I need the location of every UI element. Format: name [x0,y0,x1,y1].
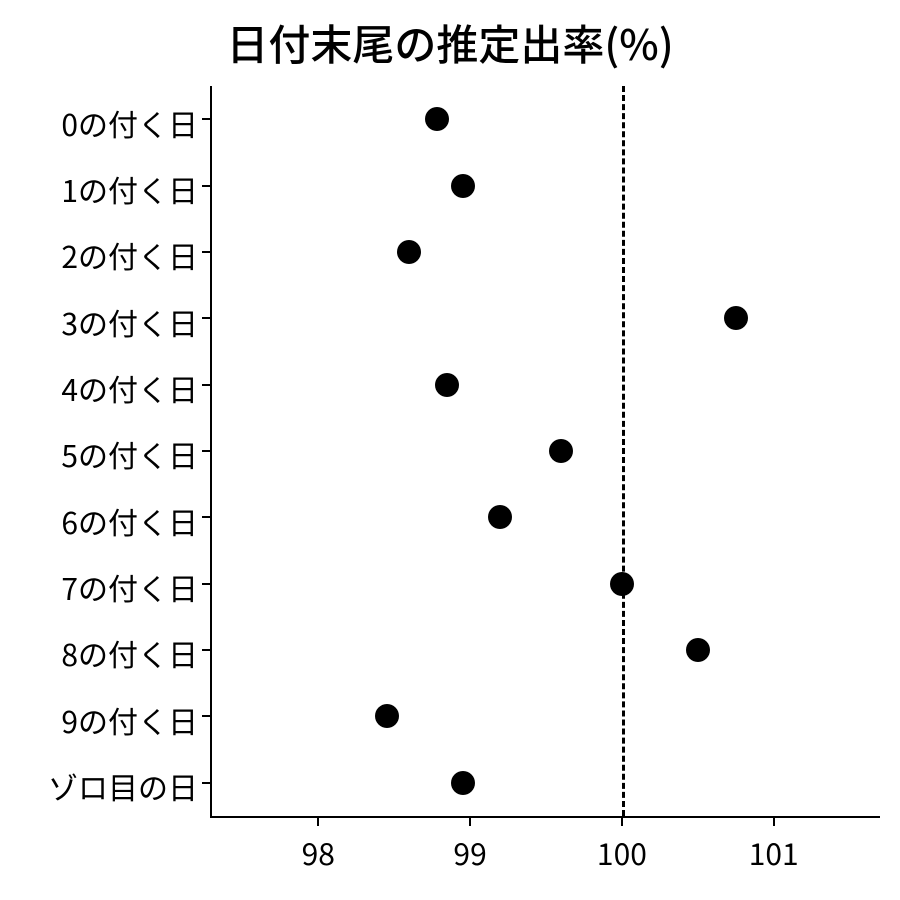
y-tick-label: 6の付く日 [61,499,198,543]
y-tick-label: 8の付く日 [61,631,198,675]
y-tick-mark [202,185,210,187]
x-tick-label: 98 [302,830,335,874]
y-tick-mark [202,649,210,651]
data-marker [397,240,421,264]
x-tick-mark [317,818,319,826]
data-marker [435,373,459,397]
x-tick-label: 99 [453,830,486,874]
chart-title: 日付末尾の推定出率(%) [0,12,900,73]
data-marker [724,306,748,330]
y-tick-label: ゾロ目の日 [48,764,198,808]
data-marker [451,771,475,795]
y-axis-line [210,86,212,816]
reference-line [622,86,625,816]
data-marker [549,439,573,463]
y-tick-mark [202,715,210,717]
x-tick-mark [469,818,471,826]
y-tick-mark [202,251,210,253]
y-tick-mark [202,583,210,585]
y-tick-mark [202,450,210,452]
data-marker [451,174,475,198]
x-axis-line [210,816,880,818]
data-marker [488,505,512,529]
x-tick-mark [621,818,623,826]
y-tick-mark [202,317,210,319]
y-tick-label: 5の付く日 [61,432,198,476]
y-tick-mark [202,118,210,120]
y-tick-label: 9の付く日 [61,698,198,742]
x-tick-label: 100 [597,830,647,874]
y-tick-mark [202,384,210,386]
y-tick-mark [202,782,210,784]
y-tick-label: 7の付く日 [61,565,198,609]
data-marker [425,107,449,131]
data-marker [375,704,399,728]
y-tick-label: 1の付く日 [61,167,198,211]
y-tick-label: 2の付く日 [61,233,198,277]
y-tick-label: 3の付く日 [61,300,198,344]
x-tick-mark [773,818,775,826]
data-marker [610,572,634,596]
y-tick-label: 4の付く日 [61,366,198,410]
y-tick-label: 0の付く日 [61,101,198,145]
chart-root: 日付末尾の推定出率(%) 0の付く日 1の付く日 2の付く日 3の付く日 4の付く日 5の… [0,0,900,900]
y-tick-mark [202,516,210,518]
x-tick-label: 101 [749,830,799,874]
data-marker [686,638,710,662]
